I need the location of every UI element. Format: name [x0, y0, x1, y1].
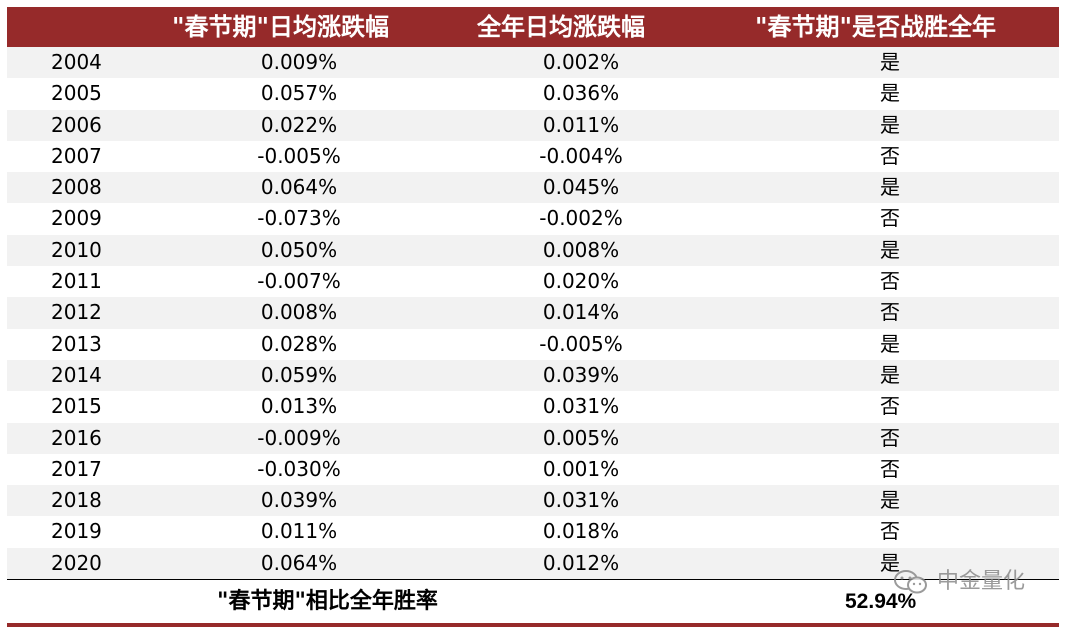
win-cell: 否	[880, 143, 900, 168]
year-cell: 2020	[51, 550, 102, 575]
win-cell: 是	[880, 550, 900, 575]
spring-return-cell: 0.011%	[260, 519, 338, 544]
table-row: 2007 -0.005% -0.004% 否	[7, 141, 1059, 172]
header-spring-daily-return: "春节期"日均涨跌幅	[172, 12, 390, 41]
spring-return-cell: 0.008%	[260, 300, 338, 325]
watermark: 中金量化	[892, 563, 1025, 595]
annual-return-cell: 0.039%	[542, 362, 620, 387]
table-row: 2004 0.009% 0.002% 是	[7, 47, 1059, 79]
summary-row: "春节期"相比全年胜率 52.94%	[7, 580, 1059, 623]
annual-return-cell: 0.012%	[542, 550, 620, 575]
year-cell: 2013	[51, 331, 102, 356]
table-row: 2008 0.064% 0.045% 是	[7, 172, 1059, 204]
win-cell: 是	[880, 175, 900, 200]
year-cell: 2008	[51, 175, 102, 200]
spring-return-cell: 0.013%	[260, 394, 338, 419]
annual-return-cell: 0.045%	[542, 175, 620, 200]
spring-return-cell: 0.009%	[260, 50, 338, 74]
annual-return-cell: 0.018%	[542, 519, 620, 544]
table-row: 2011 -0.007% 0.020% 否	[7, 266, 1059, 297]
year-cell: 2004	[51, 50, 102, 74]
spring-return-cell: 0.050%	[260, 237, 338, 262]
win-cell: 否	[880, 269, 900, 294]
header-annual-daily-return: 全年日均涨跌幅	[477, 12, 645, 41]
year-cell: 2009	[51, 206, 102, 231]
table-row: 2010 0.050% 0.008% 是	[7, 234, 1059, 267]
win-cell: 是	[880, 488, 900, 513]
win-cell: 是	[880, 112, 900, 137]
spring-return-cell: -0.073%	[257, 206, 341, 231]
annual-return-cell: 0.014%	[542, 300, 620, 325]
spring-return-cell: -0.007%	[257, 269, 341, 294]
spring-return-cell: 0.057%	[260, 81, 338, 106]
summary-value: 52.94%	[845, 590, 917, 614]
year-cell: 2017	[51, 456, 102, 481]
win-cell: 是	[880, 331, 900, 356]
annual-return-cell: 0.020%	[542, 269, 620, 294]
win-cell: 否	[880, 519, 900, 544]
spring-return-cell: 0.028%	[260, 331, 338, 356]
year-cell: 2018	[51, 488, 102, 513]
summary-label: "春节期"相比全年胜率	[217, 588, 438, 615]
year-cell: 2005	[51, 81, 102, 106]
table-row: 2005 0.057% 0.036% 是	[7, 78, 1059, 109]
table-row: 2016 -0.009% 0.005% 否	[7, 422, 1059, 454]
table-bottom-rule	[7, 623, 1059, 628]
table-row: 2014 0.059% 0.039% 是	[7, 359, 1059, 392]
year-cell: 2010	[51, 237, 102, 262]
spring-return-cell: 0.059%	[260, 362, 338, 387]
win-cell: 否	[880, 300, 900, 325]
year-cell: 2006	[51, 112, 102, 137]
table-header: "春节期"日均涨跌幅 全年日均涨跌幅 "春节期"是否战胜全年	[7, 7, 1059, 47]
annual-return-cell: -0.002%	[539, 206, 623, 231]
annual-return-cell: 0.036%	[542, 81, 620, 106]
table-body: 2004 0.009% 0.002% 是 2005 0.057% 0.036% 是 2006 0.…	[7, 47, 1059, 580]
spring-return-cell: 0.064%	[260, 175, 338, 200]
table-row: 2019 0.011% 0.018% 否	[7, 516, 1059, 547]
year-cell: 2007	[51, 143, 102, 168]
data-table: "春节期"日均涨跌幅 全年日均涨跌幅 "春节期"是否战胜全年 2004 0.009…	[7, 7, 1059, 628]
header-spring-beats-annual: "春节期"是否战胜全年	[755, 12, 997, 41]
annual-return-cell: 0.002%	[542, 50, 620, 74]
annual-return-cell: 0.001%	[542, 456, 620, 481]
annual-return-cell: 0.011%	[542, 112, 620, 137]
annual-return-cell: -0.005%	[539, 331, 623, 356]
annual-return-cell: 0.005%	[542, 425, 620, 450]
year-cell: 2014	[51, 362, 102, 387]
table-row: 2015 0.013% 0.031% 否	[7, 391, 1059, 422]
annual-return-cell: 0.031%	[542, 394, 620, 419]
win-cell: 否	[880, 425, 900, 450]
win-cell: 否	[880, 206, 900, 231]
annual-return-cell: 0.031%	[542, 488, 620, 513]
table-divider	[7, 579, 1059, 581]
spring-return-cell: 0.064%	[260, 550, 338, 575]
wechat-icon	[894, 570, 927, 594]
table-row: 2017 -0.030% 0.001% 否	[7, 454, 1059, 485]
year-cell: 2019	[51, 519, 102, 544]
table-row: 2009 -0.073% -0.002% 否	[7, 203, 1059, 234]
table-row: 2013 0.028% -0.005% 是	[7, 329, 1059, 360]
win-cell: 否	[880, 394, 900, 419]
table-row: 2012 0.008% 0.014% 否	[7, 297, 1059, 329]
year-cell: 2012	[51, 300, 102, 325]
annual-return-cell: 0.008%	[542, 237, 620, 262]
spring-return-cell: -0.030%	[257, 456, 341, 481]
win-cell: 是	[880, 362, 900, 387]
watermark-text: 中金量化	[937, 569, 1026, 594]
win-cell: 是	[880, 50, 900, 74]
spring-return-cell: -0.005%	[257, 143, 341, 168]
spring-return-cell: -0.009%	[257, 425, 341, 450]
win-cell: 是	[880, 237, 900, 262]
year-cell: 2015	[51, 394, 102, 419]
win-cell: 否	[880, 456, 900, 481]
annual-return-cell: -0.004%	[539, 143, 623, 168]
year-cell: 2011	[51, 269, 102, 294]
spring-return-cell: 0.039%	[260, 488, 338, 513]
table-row: 2006 0.022% 0.011% 是	[7, 109, 1059, 141]
table-row: 2020 0.064% 0.012% 是	[7, 547, 1059, 580]
table-row: 2018 0.039% 0.031% 是	[7, 485, 1059, 517]
spring-return-cell: 0.022%	[260, 112, 338, 137]
year-cell: 2016	[51, 425, 102, 450]
win-cell: 是	[880, 81, 900, 106]
